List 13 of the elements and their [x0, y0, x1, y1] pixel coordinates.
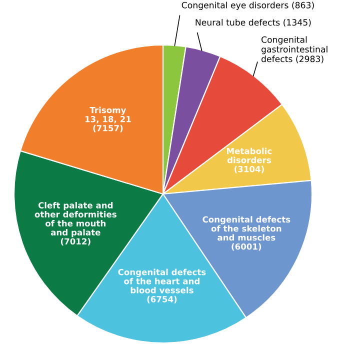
slice-label: Congenital defects of the skeleton and muscles — [202, 216, 290, 241]
data-label: (6001) — [232, 243, 262, 251]
slice-label: Congenital defects of the heart and blood vessels — [118, 268, 206, 294]
data-label: (3104) — [234, 166, 264, 174]
data-label: (6754) — [147, 296, 177, 304]
slice-label: Trisomy 13, 18, 21 — [85, 106, 131, 124]
data-label: (7157) — [93, 124, 123, 132]
slice-label: Neural tube defects (1345) — [196, 18, 311, 27]
slice-label: Congenital eye disorders (863) — [182, 2, 314, 10]
slice-label: Congenital gastrointestinal defects (2983) — [262, 36, 328, 64]
slice-label: Cleft palate and other deformities of the mouth and palate — [34, 202, 116, 238]
slice-label: Metabolic disorders — [227, 148, 272, 164]
data-label: (7012) — [60, 238, 90, 246]
